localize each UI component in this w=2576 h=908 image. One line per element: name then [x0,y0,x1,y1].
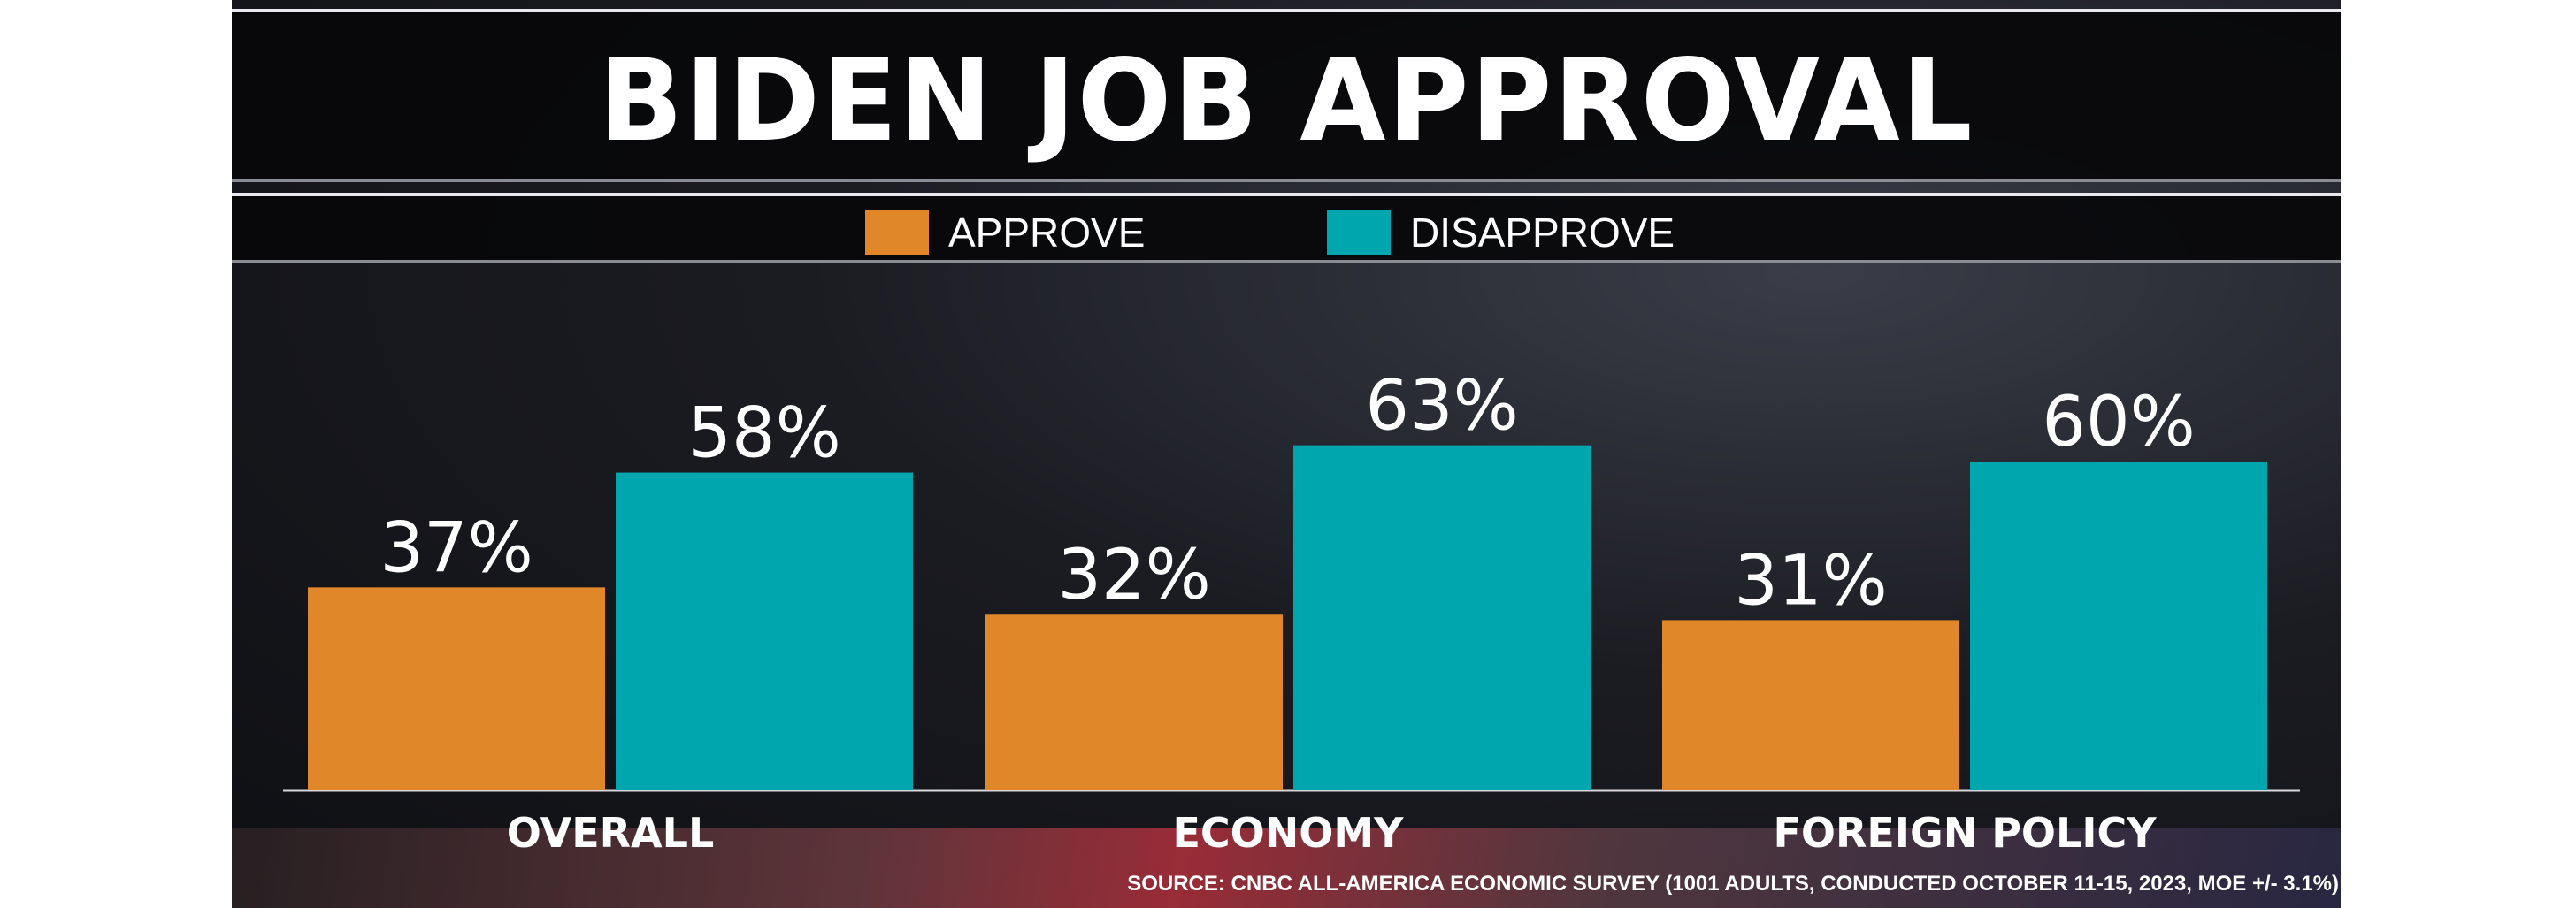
data-label: 31% [1734,541,1887,621]
title-bar: BIDEN JOB APPROVAL [232,9,2341,182]
data-label: 32% [1057,536,1210,615]
legend: APPROVE DISAPPROVE [232,193,2341,263]
legend-item-approve: APPROVE [865,209,1145,256]
source-note: SOURCE: CNBC ALL-AMERICA ECONOMIC SURVEY… [1127,872,2339,896]
category-label: ECONOMY [1173,809,1405,857]
legend-swatch-approve [865,210,929,255]
chart-title: BIDEN JOB APPROVAL [598,35,1974,167]
legend-item-disapprove: DISAPPROVE [1327,209,1675,256]
category-label: FOREIGN POLICY [1773,809,2157,857]
data-label: 60% [2042,383,2195,462]
bar-approve-2 [1662,620,1959,790]
category-label: OVERALL [507,809,715,857]
legend-label-approve: APPROVE [948,210,1146,256]
data-label: 58% [687,394,840,474]
bar-disapprove-2 [1970,462,2267,790]
bar-disapprove-0 [616,472,913,790]
bar-approve-1 [985,614,1283,790]
bar-approve-0 [308,587,605,790]
data-label: 37% [380,508,533,588]
legend-swatch-disapprove [1327,210,1391,255]
legend-label-disapprove: DISAPPROVE [1410,210,1675,256]
bar-disapprove-1 [1293,445,1591,790]
data-label: 63% [1365,367,1518,446]
